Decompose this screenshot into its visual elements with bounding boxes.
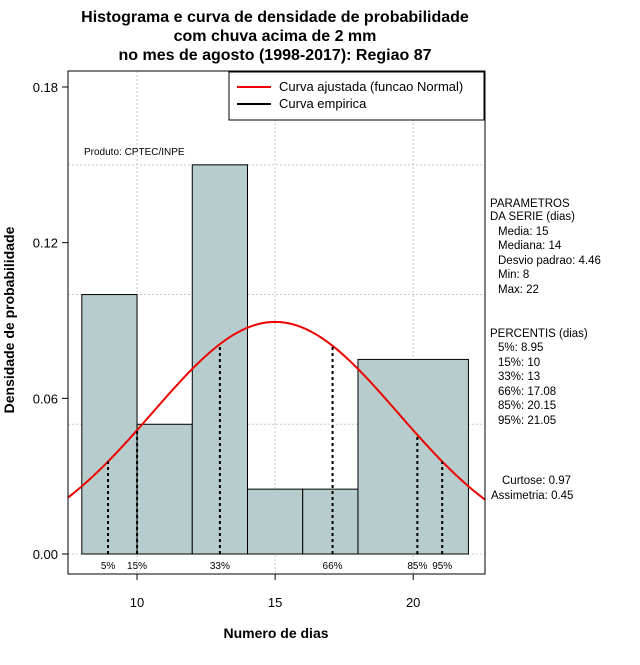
title-line-2: com chuva acima de 2 mm bbox=[174, 28, 377, 45]
axes: 10 15 20 0.00 0.06 0.12 0.18 bbox=[33, 70, 486, 610]
curtose-line: Curtose: 0.97 bbox=[502, 475, 571, 487]
assimetria-line: Assimetria: 0.45 bbox=[491, 490, 573, 502]
parametros-heading-1: PARAMETROS bbox=[490, 198, 570, 210]
y-tick-label: 0.18 bbox=[33, 80, 58, 95]
y-tick-label: 0.12 bbox=[33, 236, 58, 251]
percentis-line: 85%: 20.15 bbox=[498, 400, 556, 412]
parametros-line: Desvio padrao: 4.46 bbox=[498, 255, 601, 267]
parametros-line: Max: 22 bbox=[498, 284, 539, 296]
percentile-label: 33% bbox=[210, 561, 230, 572]
percentile-label: 95% bbox=[432, 561, 452, 572]
x-axis-label: Numero de dias bbox=[223, 625, 328, 641]
extra-stats-panel: Curtose: 0.97 Assimetria: 0.45 bbox=[491, 475, 573, 502]
y-axis-label: Densidade de probabilidade bbox=[1, 226, 17, 413]
legend-box bbox=[228, 71, 485, 121]
normal-curve bbox=[67, 320, 486, 501]
y-tick-label: 0.00 bbox=[33, 547, 58, 562]
percentile-markers: 5% 15% 33% 66% 85% 95% bbox=[101, 344, 452, 572]
parametros-line: Mediana: 14 bbox=[498, 240, 562, 252]
percentis-line: 95%: 21.05 bbox=[498, 415, 556, 427]
histogram-bar bbox=[302, 488, 359, 555]
legend: Curva ajustada (funcao Normal) Curva emp… bbox=[228, 71, 485, 121]
histogram-bar bbox=[81, 294, 138, 555]
histogram-bar bbox=[136, 423, 193, 555]
percentile-label: 85% bbox=[407, 561, 427, 572]
plot-border bbox=[67, 70, 486, 575]
chart-title: Histograma e curva de densidade de proba… bbox=[81, 9, 469, 64]
y-tick-label: 0.06 bbox=[33, 391, 58, 406]
title-line-3: no mes de agosto (1998-2017): Regiao 87 bbox=[119, 47, 432, 64]
percentis-line: 5%: 8.95 bbox=[498, 342, 543, 354]
legend-label-normal: Curva ajustada (funcao Normal) bbox=[279, 79, 463, 94]
percentile-label: 5% bbox=[101, 561, 116, 572]
parametros-heading-2: DA SERIE (dias) bbox=[490, 211, 575, 223]
title-line-1: Histograma e curva de densidade de proba… bbox=[81, 9, 469, 26]
normal-curve-line bbox=[67, 320, 486, 501]
x-tick-label: 10 bbox=[130, 595, 144, 610]
legend-label-empirical: Curva empirica bbox=[279, 96, 367, 111]
percentis-line: 33%: 13 bbox=[498, 371, 540, 383]
x-tick-label: 15 bbox=[268, 595, 282, 610]
percentile-label: 15% bbox=[127, 561, 147, 572]
product-annotation: Produto: CPTEC/INPE bbox=[84, 147, 185, 158]
parametros-line: Min: 8 bbox=[498, 269, 529, 281]
histogram-bar bbox=[247, 488, 304, 555]
percentis-panel: PERCENTIS (dias) 5%: 8.95 15%: 10 33%: 1… bbox=[490, 328, 588, 427]
percentis-line: 15%: 10 bbox=[498, 357, 540, 369]
percentis-line: 66%: 17.08 bbox=[498, 386, 556, 398]
x-tick-label: 20 bbox=[406, 595, 420, 610]
percentile-label: 66% bbox=[323, 561, 343, 572]
parametros-panel: PARAMETROS DA SERIE (dias) Media: 15 Med… bbox=[490, 198, 601, 296]
parametros-line: Media: 15 bbox=[498, 226, 549, 238]
percentis-heading: PERCENTIS (dias) bbox=[490, 328, 588, 340]
histogram-bar bbox=[357, 358, 469, 555]
